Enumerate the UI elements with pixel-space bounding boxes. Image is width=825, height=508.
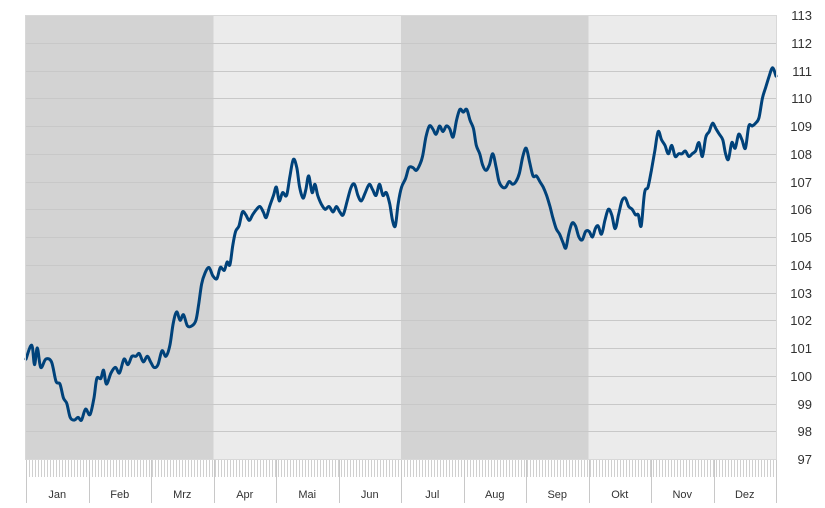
month-label-aug: Aug [485,489,505,501]
month-label-jul: Jul [425,489,439,501]
y-tick-label: 113 [791,8,812,23]
y-tick-label: 103 [790,286,812,301]
y-tick-label: 110 [791,91,812,106]
y-tick-label: 97 [798,452,812,467]
y-tick-label: 105 [790,230,812,245]
gridlines [26,43,776,432]
month-label-nov: Nov [672,489,692,501]
y-axis: 97 98 99 100 101 102 103 104 105 106 107 108 109 110 1… [790,8,812,467]
y-tick-label: 102 [790,313,812,328]
y-tick-label: 99 [798,397,812,412]
month-label-mrz: Mrz [173,489,191,501]
y-tick-label: 101 [790,341,812,356]
month-label-dez: Dez [735,489,755,501]
y-tick-label: 112 [791,36,812,51]
series-line [24,66,778,422]
month-label-apr: Apr [236,489,253,501]
month-label-jan: Jan [48,489,66,501]
y-tick-label: 111 [792,64,812,79]
month-label-jun: Jun [361,489,379,501]
month-label-feb: Feb [110,489,129,501]
month-label-okt: Okt [611,489,628,501]
month-label-mai: Mai [298,489,316,501]
y-tick-label: 104 [790,258,812,273]
month-label-sep: Sep [547,489,567,501]
y-tick-label: 107 [790,175,812,190]
series-layer [24,66,778,422]
y-tick-label: 108 [790,147,812,162]
plot-frame [25,15,777,460]
y-tick-label: 100 [790,369,812,384]
x-axis: Jan Feb Mrz Apr Mai Jun Jul Aug Sep Okt Nov Dez [26,459,777,503]
y-tick-label: 98 [798,424,812,439]
y-tick-label: 109 [790,119,812,134]
y-tick-label: 106 [790,202,812,217]
